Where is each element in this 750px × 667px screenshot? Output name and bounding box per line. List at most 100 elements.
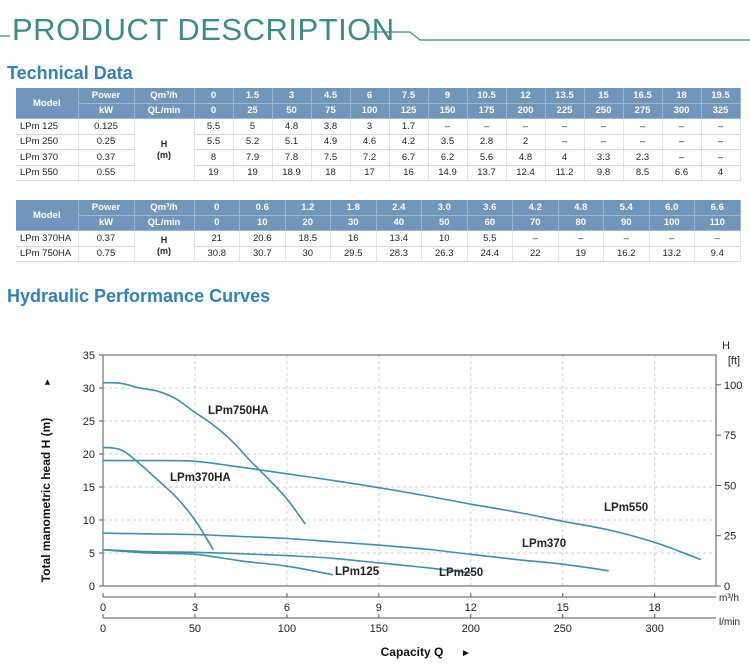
head-value-cell: 4.2	[389, 134, 429, 150]
header-row-lmin: kW QL/min 0 25 50 75 100 125 150 175 200 225 250 275 3…	[16, 103, 741, 119]
head-value-cell: 18	[311, 165, 351, 181]
flow-m3h-cell: 19.5	[701, 88, 741, 104]
x-tick-label-m3h: 6	[284, 602, 290, 614]
head-value-cell: 5.6	[467, 149, 507, 166]
head-value-cell: 16	[330, 230, 377, 247]
y-tick-label: 15	[83, 482, 95, 494]
head-value-cell: –	[512, 230, 559, 247]
flow-m3h-cell: 3.6	[467, 200, 513, 216]
head-label: H	[160, 138, 168, 149]
head-unit: (m)	[157, 246, 171, 256]
head-value-cell: –	[694, 230, 741, 247]
head-value-cell: 19	[558, 246, 604, 262]
head-value-cell: 5.2	[233, 134, 273, 150]
head-value-cell: 3	[350, 118, 390, 135]
flow-m3h-cell: 6.6	[694, 200, 741, 216]
flow-m3h-cell: 16.5	[623, 88, 663, 104]
x-tick-label-lmin: 50	[189, 623, 201, 635]
flow-m3h-label: Qm³/h	[134, 200, 195, 216]
flow-lmin-cell: 300	[662, 103, 702, 119]
x-unit-lmin: l/min	[719, 617, 740, 628]
head-value-cell: 1.7	[389, 118, 429, 135]
y-tick-label: 0	[89, 581, 95, 593]
y-right-tick-label: 100	[724, 380, 742, 392]
series-label-lpm370: LPm370	[522, 538, 566, 550]
head-value-cell: 4.6	[350, 134, 390, 150]
performance-chart: 0 5 10 15 20 25 30 35 0 25 50 75 100 0 3 6 9 12 15 18 0 50 100…	[39, 340, 743, 659]
head-value-cell: –	[467, 118, 507, 135]
head-value-cell: –	[701, 118, 741, 135]
head-value-cell: 5	[233, 118, 273, 135]
y-axis-title: Total manometric head H (m)	[39, 418, 53, 582]
head-value-cell: 5.5	[194, 118, 234, 135]
head-value-cell: 28.3	[376, 246, 422, 262]
head-value-cell: –	[701, 149, 741, 166]
chart-axes: 0 5 10 15 20 25 30 35 0 25 50 75 100 0 3 6 9 12 15 18 0 50 100…	[83, 350, 743, 635]
plot-frame	[102, 354, 717, 587]
table-row: LPm 250 0.25 5.5 5.2 5.1 4.9 4.6 4.2 3.5 2.8 2– – – –…	[16, 134, 741, 150]
series-label-lpm250: LPm250	[439, 567, 483, 579]
power-header: Power	[78, 200, 135, 216]
model-cell: LPm 370	[16, 149, 79, 166]
head-value-cell: 7.8	[272, 149, 312, 166]
head-value-cell: 13.7	[467, 165, 507, 181]
head-value-cell: 20.6	[239, 230, 286, 247]
flow-m3h-cell: 0.6	[239, 200, 286, 216]
flow-m3h-cell: 0	[194, 88, 234, 104]
head-value-cell: 11.2	[545, 165, 585, 181]
model-cell: LPm 750HA	[16, 246, 79, 262]
head-value-cell: –	[428, 118, 468, 135]
head-value-cell: –	[662, 134, 702, 150]
table-row: LPm 370HA 0.37 H (m) 21 20.6 18.5 16 13.4 10 5.5– –…	[16, 230, 741, 262]
head-value-cell: 2	[506, 134, 546, 150]
power-cell: 0.125	[78, 118, 135, 135]
flow-lmin-cell: 10	[239, 215, 286, 231]
flow-m3h-cell: 4.8	[558, 200, 604, 216]
flow-m3h-cell: 4.2	[512, 200, 559, 216]
head-value-cell: 16.2	[603, 246, 650, 262]
head-value-cell: 29.5	[330, 246, 377, 262]
x-unit-m3h: m³/h	[719, 593, 739, 604]
flow-lmin-cell: 110	[694, 215, 741, 231]
x-tick-label-m3h: 15	[557, 602, 569, 614]
flow-lmin-cell: 150	[428, 103, 468, 119]
flow-lmin-cell: 90	[603, 215, 650, 231]
power-unit: kW	[78, 215, 135, 231]
flow-m3h-cell: 7.5	[389, 88, 429, 104]
curve-lpm125	[102, 548, 334, 576]
power-unit: kW	[78, 103, 135, 119]
head-value-cell: 16	[389, 165, 429, 181]
head-value-cell: 13.4	[376, 230, 422, 247]
head-value-cell: 2.3	[623, 149, 663, 166]
head-value-cell: 18.9	[272, 165, 312, 181]
flow-lmin-cell: 250	[584, 103, 624, 119]
flow-m3h-cell: 10.5	[467, 88, 507, 104]
y-tick-label: 10	[83, 515, 95, 527]
flow-m3h-cell: 15	[584, 88, 624, 104]
head-value-cell: –	[623, 118, 663, 135]
model-cell: LPm 250	[16, 134, 79, 150]
series-label-lpm750ha: LPm750HA	[208, 405, 269, 417]
table-row: LPm 550 0.55 19 19 18.9 18 17 16 14.9 13.7 12.4 11.…	[16, 165, 741, 181]
head-value-cell: 18.5	[285, 230, 331, 247]
banner: PRODUCT DESCRIPTION	[0, 0, 750, 60]
flow-m3h-cell: 5.4	[603, 200, 650, 216]
head-value-cell: 6.2	[428, 149, 468, 166]
head-value-cell: 7.9	[233, 149, 273, 166]
model-cell: LPm 550	[16, 165, 79, 181]
head-value-cell: –	[662, 149, 702, 166]
flow-lmin-cell: 0	[194, 215, 240, 231]
chart-curves	[102, 381, 701, 576]
flow-m3h-cell: 2.4	[376, 200, 422, 216]
head-value-cell: –	[545, 134, 585, 150]
head-value-cell: 19	[194, 165, 234, 181]
x-tick-label-m3h: 9	[376, 602, 382, 614]
y-tick-label: 35	[83, 350, 95, 362]
flow-lmin-cell: 175	[467, 103, 507, 119]
head-value-cell: 4	[545, 149, 585, 166]
head-value-cell: –	[662, 118, 702, 135]
head-value-cell: 17	[350, 165, 390, 181]
head-unit: (m)	[157, 149, 171, 160]
x-tick-label-lmin: 100	[278, 623, 296, 635]
x-tick-label-lmin: 150	[370, 623, 388, 635]
